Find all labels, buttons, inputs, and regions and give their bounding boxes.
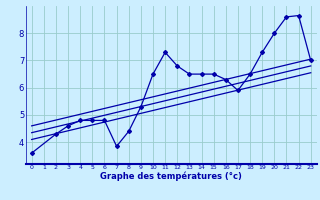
X-axis label: Graphe des températures (°c): Graphe des températures (°c) [100,172,242,181]
